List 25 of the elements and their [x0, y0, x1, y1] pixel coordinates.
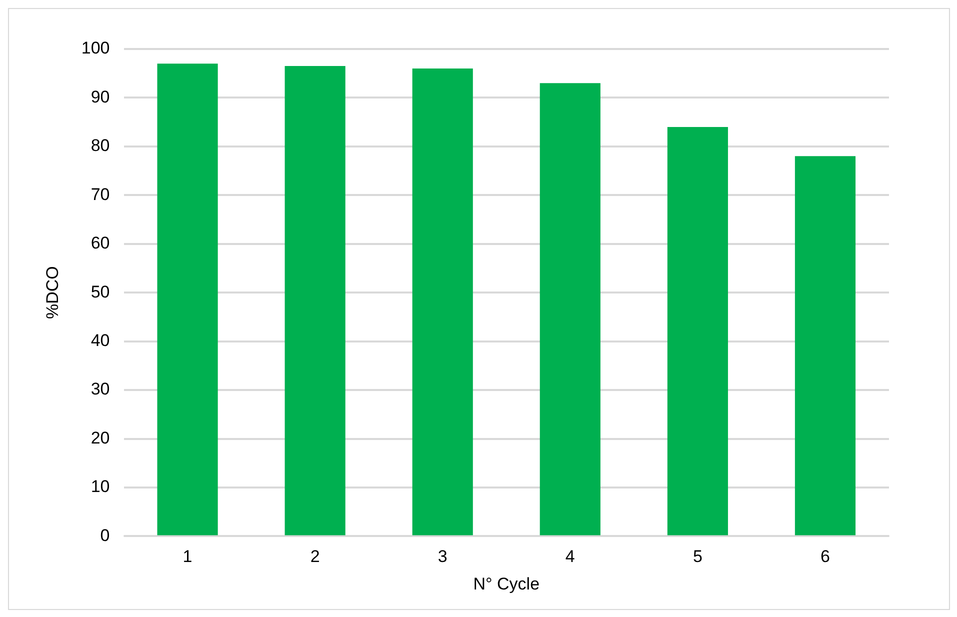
x-tick-label: 5	[692, 547, 702, 566]
y-tick-label: 30	[90, 380, 110, 399]
y-tick-label: 40	[90, 331, 110, 350]
bar	[540, 83, 600, 536]
y-tick-label: 20	[90, 428, 110, 448]
y-tick-label: 70	[90, 184, 110, 204]
bar	[667, 126, 728, 536]
y-tick-label: 10	[90, 477, 110, 496]
bar	[794, 156, 856, 536]
bar	[412, 68, 473, 536]
y-tick-label: 60	[90, 234, 110, 253]
x-tick-label: 1	[182, 547, 192, 566]
x-tick-label: 3	[438, 547, 448, 566]
bar	[157, 64, 218, 536]
y-tick-label: 50	[90, 282, 110, 302]
x-axis-title: N° Cycle	[473, 574, 540, 594]
x-tick-label: 4	[565, 547, 575, 566]
x-tick-label: 6	[820, 547, 830, 566]
y-axis-title: %DCO	[42, 266, 62, 320]
x-tick-label: 2	[310, 547, 320, 566]
y-tick-label: 80	[90, 136, 110, 156]
y-tick-label: 0	[100, 526, 110, 545]
bar	[284, 66, 346, 536]
y-tick-label: 100	[81, 38, 110, 58]
y-tick-label: 90	[90, 87, 110, 106]
